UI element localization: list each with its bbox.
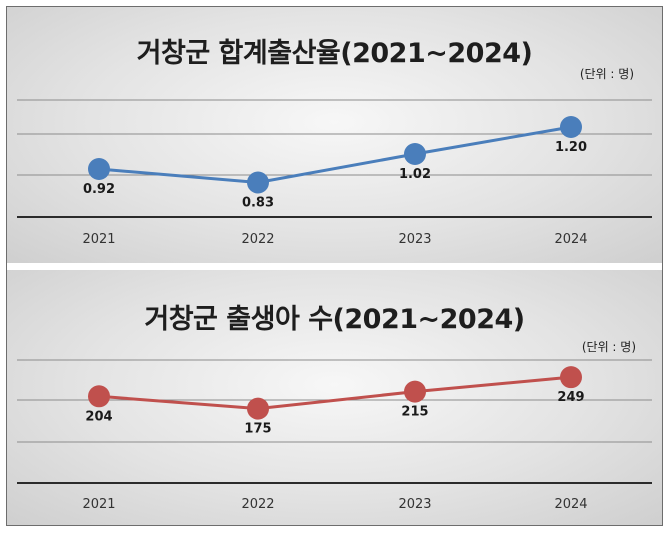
series-line xyxy=(98,125,572,185)
x-tick-label: 2021 xyxy=(82,497,115,512)
data-point xyxy=(88,385,110,408)
x-tick-label: 2022 xyxy=(241,497,274,512)
data-label: 0.92 xyxy=(83,182,115,197)
data-point xyxy=(88,158,110,180)
data-label: 1.02 xyxy=(399,167,431,182)
x-tick-label: 2024 xyxy=(554,497,587,512)
data-point xyxy=(404,380,426,403)
x-tick-label: 2023 xyxy=(398,497,431,512)
birth-rate-chart: 거창군 합계출산율(2021~2024) (단위 : 명) 0.92 0.83 1.… xyxy=(7,7,662,263)
series-line xyxy=(98,375,572,411)
data-label: 249 xyxy=(557,390,584,405)
chart-title: 거창군 출생아 수(2021~2024) xyxy=(144,304,525,335)
x-tick-label: 2022 xyxy=(241,232,274,247)
data-label: 204 xyxy=(85,409,112,424)
unit-note: (단위 : 명) xyxy=(579,67,634,81)
data-point xyxy=(247,397,269,420)
data-point xyxy=(560,366,582,389)
chart-title: 거창군 합계출산율(2021~2024) xyxy=(136,38,533,69)
data-point xyxy=(247,171,269,194)
data-point xyxy=(560,116,582,138)
births-plot: 204 175 215 249 2021 2022 2023 2024 xyxy=(17,359,652,512)
unit-note: (단위 : 명) xyxy=(581,340,636,354)
data-point xyxy=(404,143,426,165)
data-label: 175 xyxy=(244,422,271,437)
data-label: 1.20 xyxy=(555,140,587,155)
birth-rate-plot: 0.92 0.83 1.02 1.20 2021 2022 2023 2024 xyxy=(17,99,652,247)
x-tick-label: 2023 xyxy=(398,232,431,247)
data-label: 215 xyxy=(401,405,428,420)
births-chart: 거창군 출생아 수(2021~2024) (단위 : 명) 204 175 215 2… xyxy=(7,270,662,525)
data-label: 0.83 xyxy=(242,196,274,211)
x-tick-label: 2024 xyxy=(554,232,587,247)
x-tick-label: 2021 xyxy=(82,232,115,247)
